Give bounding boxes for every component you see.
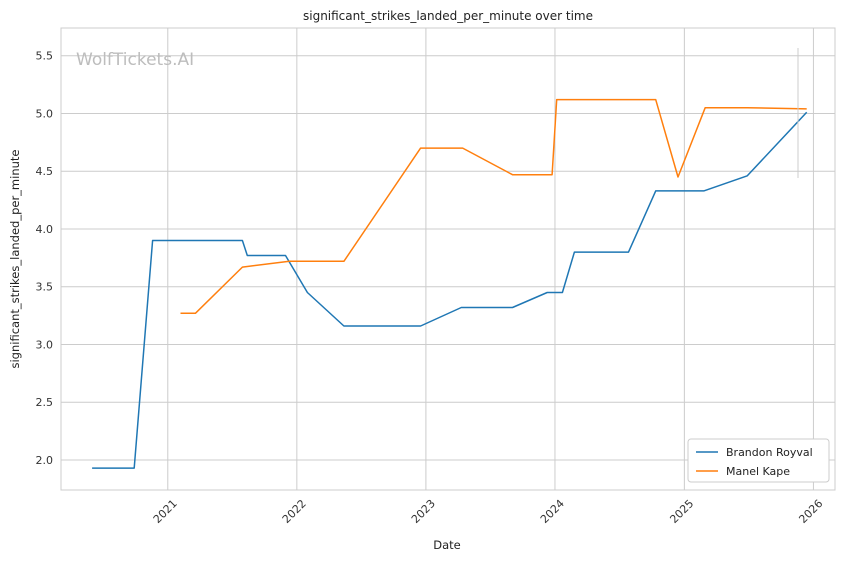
y-tick-label: 2.5 xyxy=(36,396,54,409)
series-line-manel-kape xyxy=(180,98,807,315)
x-axis-label: Date xyxy=(433,538,461,552)
y-tick-label: 2.0 xyxy=(36,454,54,467)
series-lines xyxy=(92,98,808,469)
y-tick-label: 5.5 xyxy=(36,50,54,63)
y-tick-label: 4.0 xyxy=(36,223,54,236)
plot-area-frame xyxy=(60,27,836,491)
y-tick-label: 5.0 xyxy=(36,107,54,120)
y-tick-label: 3.0 xyxy=(36,338,54,351)
series-line-brandon-royval xyxy=(92,111,808,469)
y-tick-label: 3.5 xyxy=(36,281,54,294)
legend-label-manel-kape: Manel Kape xyxy=(726,465,790,478)
grid-lines xyxy=(61,28,835,490)
legend: Brandon Royval Manel Kape xyxy=(687,438,830,483)
legend-box xyxy=(687,438,830,483)
legend-label-brandon-royval: Brandon Royval xyxy=(726,446,813,459)
y-axis-ticks: 2.0 2.5 3.0 3.5 4.0 4.5 5.0 5.5 xyxy=(36,50,54,467)
y-axis-label: significant_strikes_landed_per_minute xyxy=(8,150,22,369)
y-tick-label: 4.5 xyxy=(36,165,54,178)
watermark-logo: WolfTickets.AI xyxy=(76,50,194,70)
chart-title: significant_strikes_landed_per_minute ov… xyxy=(303,9,593,23)
